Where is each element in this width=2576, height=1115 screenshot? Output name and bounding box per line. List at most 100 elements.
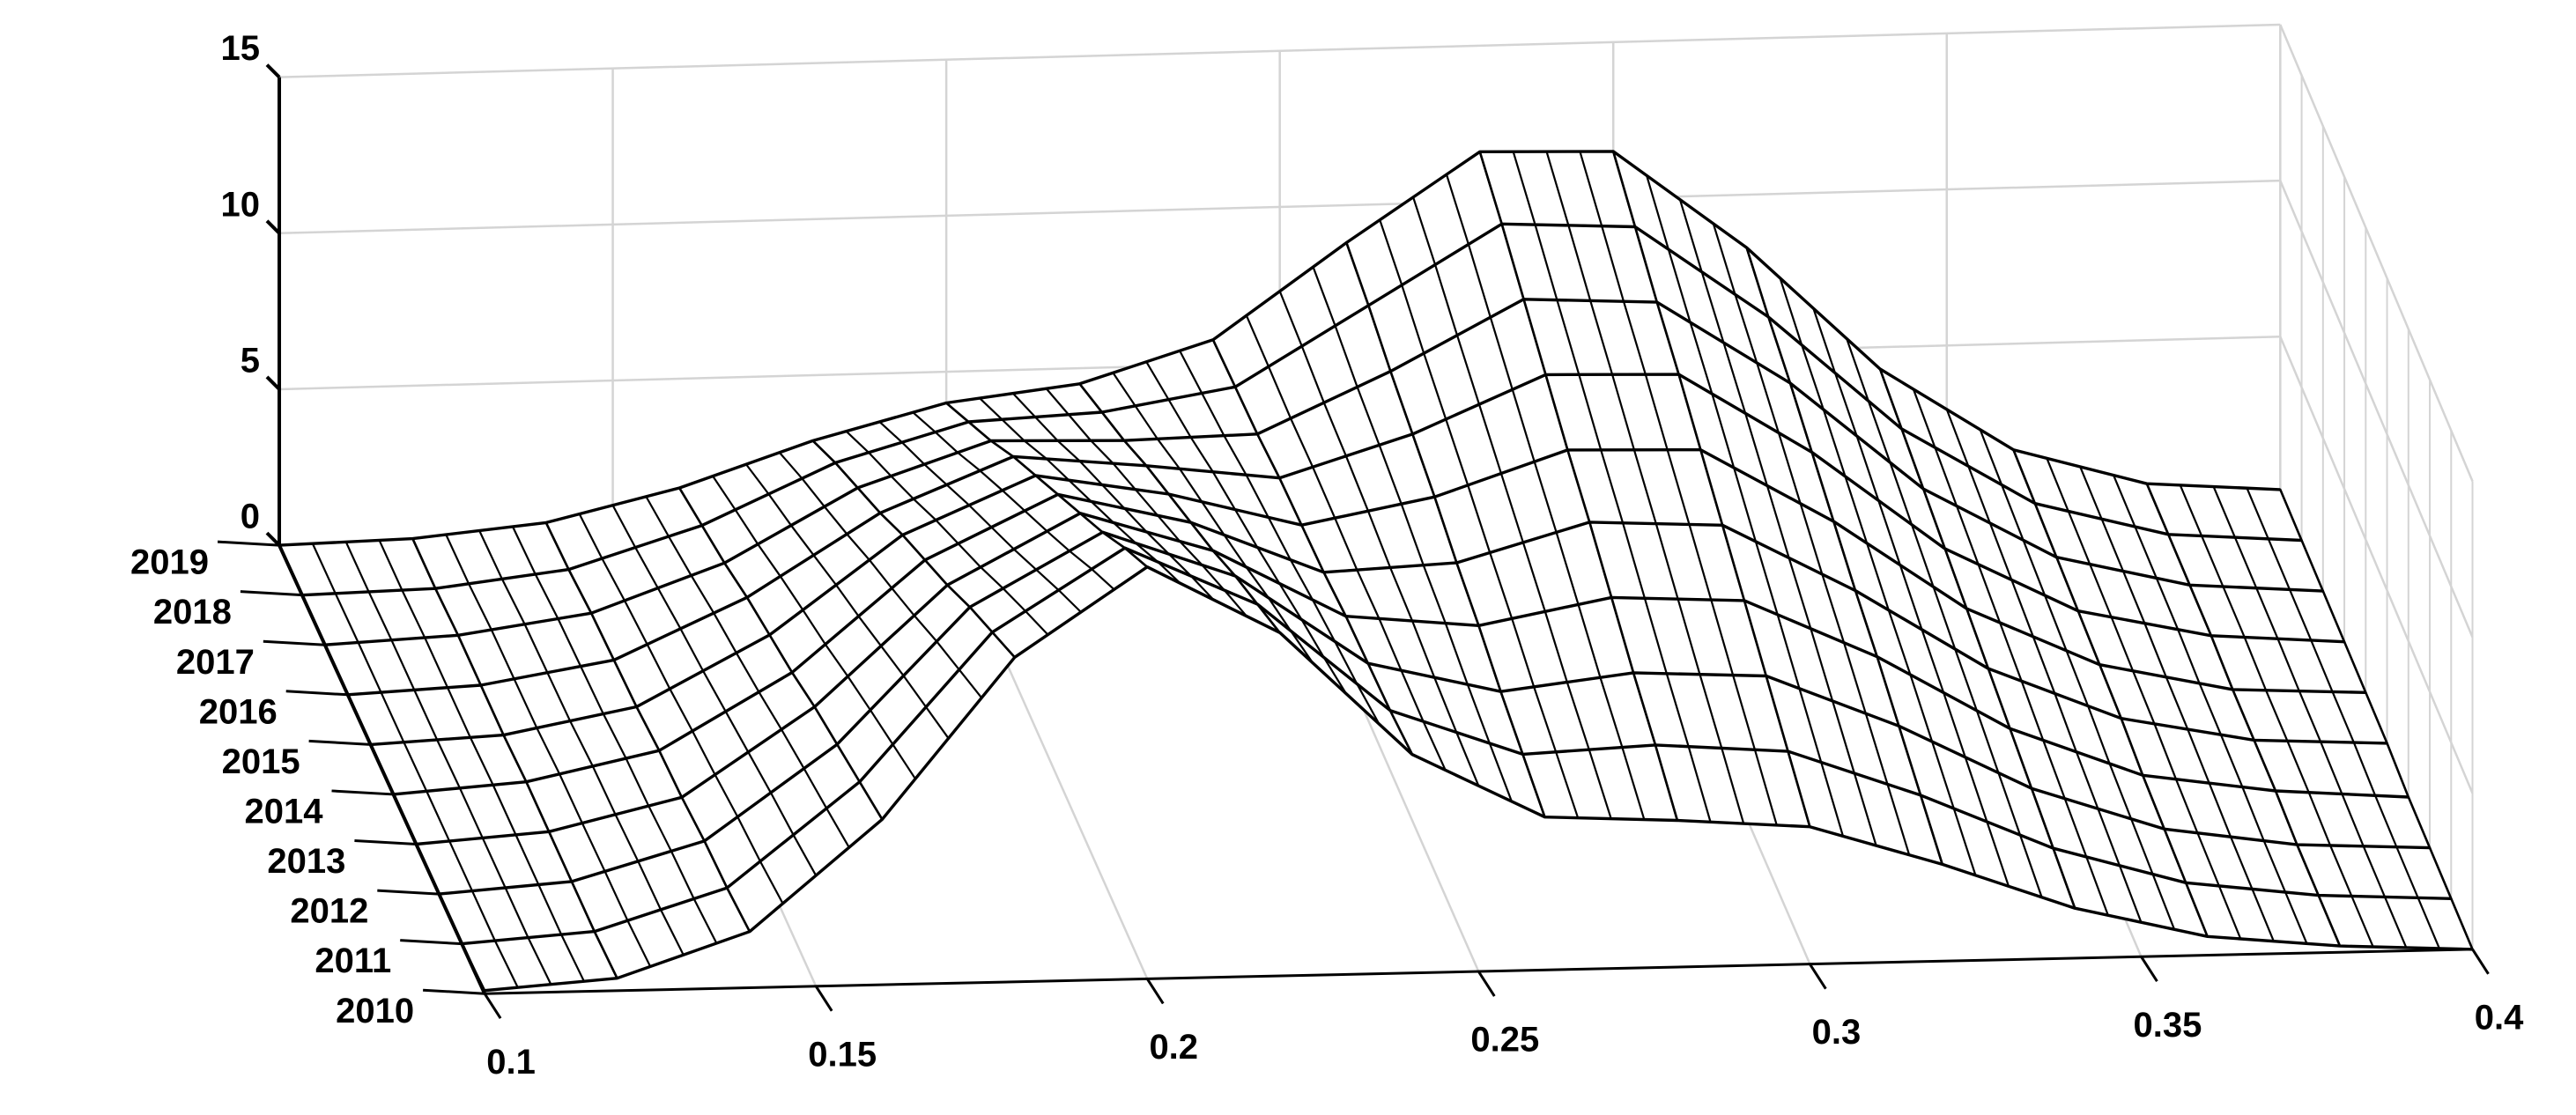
- y-axis: [278, 544, 486, 995]
- mesh-hatch: [1754, 541, 1779, 616]
- mesh-hatch: [1711, 393, 1736, 469]
- x-tick: [483, 993, 502, 1020]
- mesh-hatch: [424, 637, 449, 689]
- mesh-hatch: [1467, 484, 1492, 553]
- mesh-hatch: [534, 573, 559, 619]
- mesh-hatch: [1555, 751, 1580, 819]
- mesh-hatch: [645, 496, 670, 537]
- mesh-hatch: [1932, 586, 1957, 650]
- mesh-hatch: [2246, 487, 2269, 540]
- z-tick-label: 10: [221, 185, 261, 224]
- mesh-hatch: [892, 743, 916, 779]
- mesh-hatch: [493, 940, 519, 988]
- mesh-hatch: [1445, 174, 1469, 245]
- mesh-hatch: [1511, 388, 1536, 462]
- mesh-hatch: [2130, 818, 2154, 875]
- mesh-hatch: [979, 469, 1003, 491]
- mesh-hatch: [447, 687, 471, 738]
- mesh-hatch: [1776, 614, 1801, 690]
- mesh-hatch: [1223, 435, 1247, 476]
- mesh-hatch: [2329, 845, 2353, 897]
- mesh-hatch: [2187, 728, 2210, 784]
- mesh-hatch: [1433, 676, 1458, 733]
- mesh-hatch: [745, 463, 770, 495]
- mesh-hatch: [1955, 506, 1980, 565]
- x-tick: [814, 985, 833, 1012]
- mesh-hatch: [2046, 457, 2069, 512]
- mesh-hatch: [980, 566, 1004, 589]
- mesh-hatch: [1056, 439, 1081, 462]
- mesh-hatch: [2208, 782, 2232, 838]
- y-tick: [400, 939, 463, 946]
- mesh-hatch: [634, 547, 659, 589]
- y-tick: [285, 690, 348, 697]
- mesh-hatch: [1511, 618, 1536, 688]
- mesh-hatch: [747, 751, 772, 794]
- year-curve: [393, 492, 2387, 796]
- mesh-hatch: [936, 640, 960, 670]
- mesh-hatch: [2174, 779, 2199, 834]
- x-tick-label: 0.25: [1470, 1021, 1539, 1060]
- x-tick-label: 0.35: [2134, 1006, 2202, 1045]
- mesh-hatch: [1855, 435, 1880, 501]
- mesh-hatch: [2217, 885, 2242, 940]
- mesh-hatch: [2153, 723, 2177, 780]
- mesh-hatch: [1378, 617, 1403, 671]
- mesh-hatch: [1091, 568, 1115, 591]
- mesh-hatch: [1434, 264, 1459, 336]
- mesh-hatch: [1887, 609, 1912, 676]
- mesh-hatch: [2241, 786, 2265, 842]
- mesh-hatch: [2020, 680, 2045, 741]
- mesh-hatch: [1799, 503, 1824, 575]
- mesh-hatch: [1812, 307, 1837, 373]
- mesh-hatch: [2198, 683, 2222, 735]
- mesh-hatch: [1753, 749, 1778, 826]
- mesh-hatch: [1112, 462, 1136, 491]
- mesh-hatch: [1201, 501, 1225, 535]
- mesh-hatch: [1334, 325, 1358, 388]
- mesh-hatch: [1533, 461, 1558, 533]
- mesh-hatch: [902, 675, 927, 708]
- mesh-hatch: [1722, 342, 1747, 414]
- mesh-hatch: [1211, 471, 1236, 511]
- year-curve: [484, 565, 2473, 993]
- mesh-hatch: [1986, 821, 2010, 887]
- mesh-hatch: [1866, 543, 1890, 611]
- mesh-hatch: [1112, 372, 1136, 407]
- mesh-hatch: [2089, 564, 2113, 618]
- mesh-hatch: [1700, 271, 1725, 343]
- mesh-hatch: [1601, 225, 1625, 302]
- mesh-hatch: [536, 727, 561, 775]
- mesh-hatch: [614, 814, 640, 862]
- mesh-hatch: [1577, 604, 1602, 678]
- mesh-hatch: [1579, 151, 1603, 226]
- mesh-hatch: [679, 628, 705, 672]
- mesh-hatch: [1290, 417, 1314, 468]
- mesh-hatch: [1189, 436, 1214, 473]
- mesh-hatch: [1588, 749, 1612, 819]
- mesh-hatch: [2251, 889, 2275, 942]
- mesh-hatch: [1912, 388, 1936, 448]
- mesh-hatch: [1134, 488, 1158, 516]
- mesh-hatch: [925, 706, 950, 739]
- mesh-hatch: [779, 452, 803, 479]
- mesh-hatch: [1699, 674, 1723, 749]
- mesh-hatch: [1002, 489, 1025, 512]
- mesh-hatch: [2001, 484, 2025, 541]
- mesh-hatch: [979, 397, 1003, 421]
- mesh-hatch: [824, 643, 849, 677]
- mesh-hatch: [669, 688, 693, 732]
- mesh-hatch: [1245, 566, 1269, 599]
- mesh-hatch: [1566, 682, 1590, 750]
- mesh-hatch: [1422, 565, 1447, 624]
- mesh-hatch: [1245, 474, 1269, 518]
- mesh-hatch: [500, 578, 526, 625]
- mesh-hatch: [913, 498, 937, 521]
- mesh-hatch: [492, 784, 517, 836]
- mesh-hatch: [757, 543, 781, 577]
- mesh-hatch: [626, 919, 652, 967]
- mesh-hatch: [1322, 656, 1347, 695]
- mesh-hatch: [957, 451, 981, 472]
- mesh-hatch: [2143, 623, 2167, 678]
